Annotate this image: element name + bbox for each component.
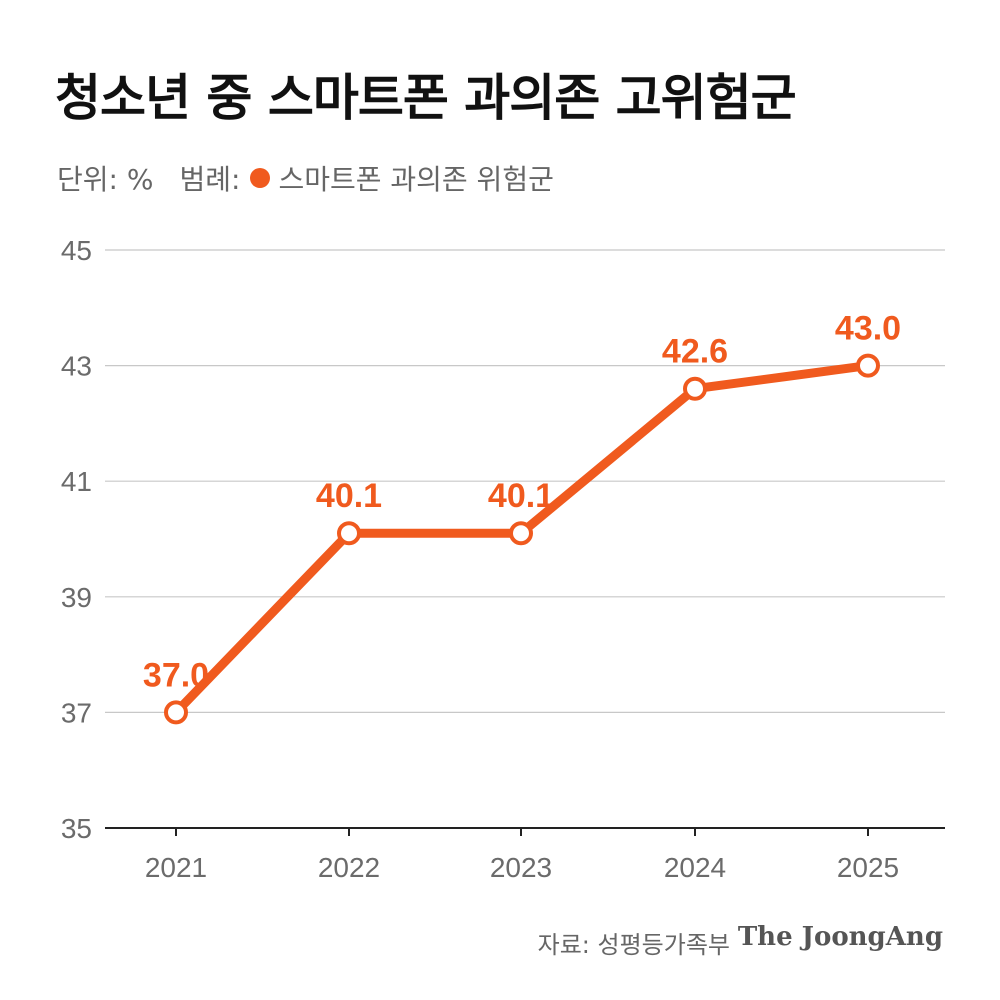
x-tick-label: 2024 <box>664 852 726 883</box>
data-point <box>509 521 533 546</box>
data-point <box>337 521 361 546</box>
y-tick-label: 43 <box>61 351 92 382</box>
data-label: 42.6 <box>662 333 728 371</box>
source-note: 자료: 성평등가족부 <box>537 931 730 959</box>
legend-label: 스마트폰 과의존 위험군 <box>278 163 554 196</box>
series-points <box>164 353 880 725</box>
data-point <box>856 353 880 378</box>
y-tick-label: 39 <box>61 582 92 613</box>
legend-prefix: 범례: <box>179 163 241 196</box>
data-point <box>164 700 188 725</box>
chart-title: 청소년 중 스마트폰 과의존 고위험군 <box>55 69 797 127</box>
data-label: 40.1 <box>488 477 554 515</box>
chart-meta: 단위: % 범례: 스마트폰 과의존 위험군 <box>57 158 554 198</box>
x-tick-label: 2021 <box>145 852 207 883</box>
y-tick-label: 37 <box>61 697 92 728</box>
grid-layer <box>105 249 945 829</box>
x-tick-label: 2022 <box>318 852 380 883</box>
y-tick-label: 45 <box>61 235 92 266</box>
brand-logo: The JoongAng <box>737 922 943 952</box>
y-tick-label: 41 <box>61 466 92 497</box>
data-label: 37.0 <box>143 656 209 694</box>
data-label: 40.1 <box>316 477 382 515</box>
data-label: 43.0 <box>835 310 901 348</box>
x-tick-label: 2025 <box>837 852 899 883</box>
y-tick-label: 35 <box>61 813 92 844</box>
legend-dot-icon <box>250 168 271 188</box>
x-tick-label: 2023 <box>490 852 552 883</box>
y-tick-labels: 35 37 39 41 43 45 <box>61 235 92 844</box>
data-point <box>683 376 707 401</box>
unit-label: 단위: % <box>57 163 154 196</box>
x-tick-labels: 2021 2022 2023 2024 2025 <box>145 828 899 883</box>
data-labels: 37.0 40.1 40.1 42.6 43.0 <box>143 310 901 695</box>
